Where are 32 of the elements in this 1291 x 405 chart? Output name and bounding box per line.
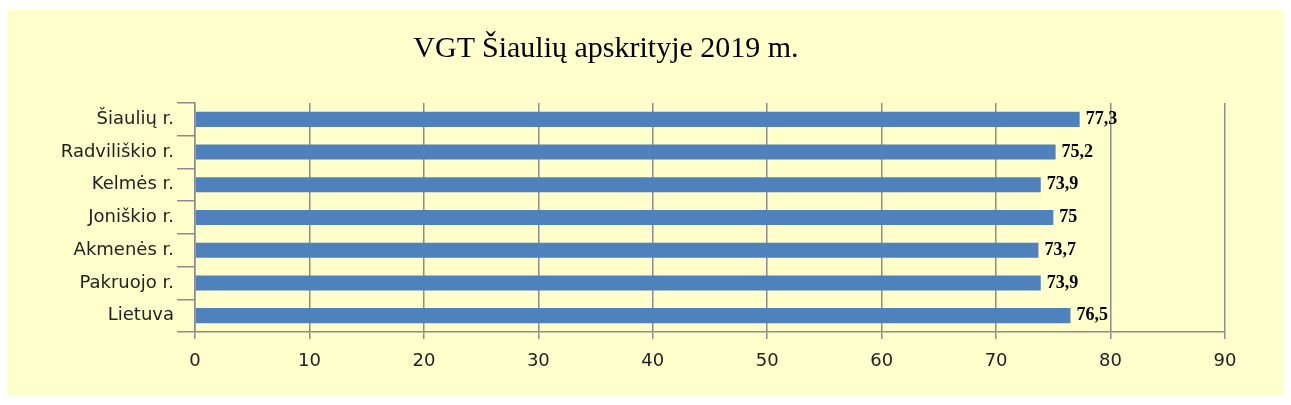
bar (195, 242, 1039, 258)
bar (195, 209, 1054, 226)
data-label: 73,7 (1044, 238, 1076, 259)
x-tick-label: 80 (1099, 349, 1123, 371)
x-tick-label: 60 (870, 349, 894, 371)
bar (195, 111, 1080, 127)
x-tick-label: 10 (297, 349, 321, 371)
data-label: 73,9 (1046, 173, 1079, 194)
bar (195, 275, 1041, 291)
bar (195, 144, 1056, 160)
y-tick-label: Radviliškio r. (60, 139, 174, 161)
x-tick-label: 20 (412, 349, 436, 371)
x-tick-label: 0 (189, 349, 201, 371)
bar (195, 308, 1071, 324)
y-tick-label: Lietuva (107, 303, 174, 325)
x-tick-label: 90 (1213, 349, 1237, 371)
y-tick-label: Kelmės r. (91, 172, 174, 194)
y-tick-label: Akmenės r. (73, 237, 174, 259)
x-tick-label: 50 (755, 349, 779, 371)
x-tick-label: 70 (984, 349, 1008, 371)
x-tick-label: 30 (526, 349, 550, 371)
data-label: 76,5 (1076, 304, 1108, 325)
data-label: 75,2 (1061, 140, 1094, 161)
bar (195, 177, 1041, 193)
x-tick-label: 40 (641, 349, 665, 371)
data-label: 77,3 (1085, 108, 1118, 129)
y-tick-label: Pakruojo r. (79, 270, 174, 292)
y-tick-label: Šiaulių r. (96, 107, 174, 129)
y-tick-label: Joniškio r. (87, 205, 174, 227)
chart-title: VGT Šiaulių apskrityje 2019 m. (412, 30, 800, 64)
data-label: 73,9 (1046, 271, 1079, 292)
data-label: 75 (1059, 206, 1078, 227)
